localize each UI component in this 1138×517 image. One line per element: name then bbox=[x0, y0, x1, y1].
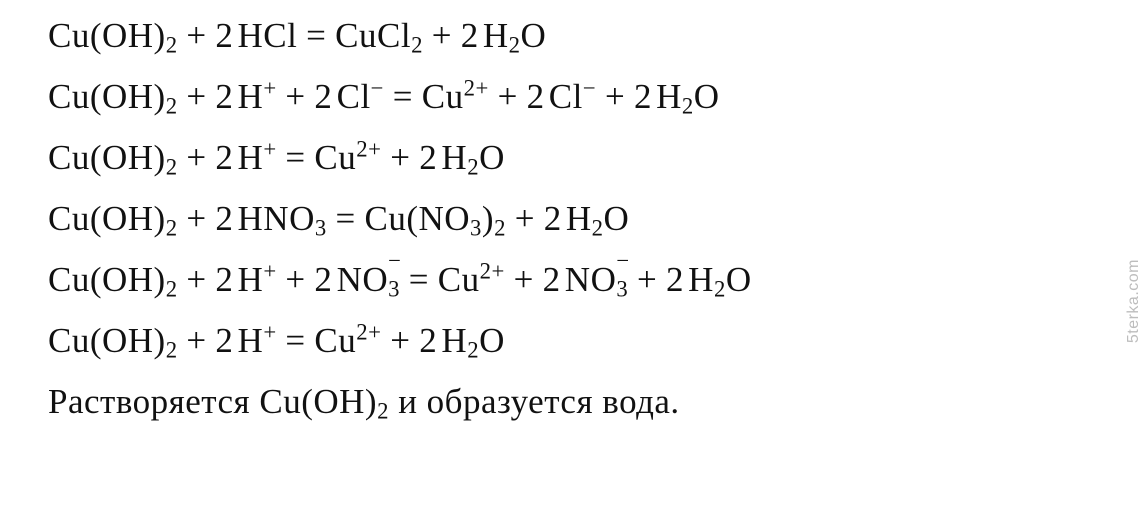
caption-line: Растворяется Cu(OH)2 и образуется вода. bbox=[48, 384, 1138, 419]
equation-line: Cu(OH)2+2H++2Cl−=Cu2++2Cl−+2H2O bbox=[48, 79, 1138, 114]
equation-line: Cu(OH)2+2HCl=CuCl2+2H2O bbox=[48, 18, 1138, 53]
equations-block: Cu(OH)2+2HCl=CuCl2+2H2O Cu(OH)2+2H++2Cl−=… bbox=[48, 18, 1138, 419]
equation-line: Cu(OH)2+2HNO3=Cu(NO3)2+2H2O bbox=[48, 201, 1138, 236]
equation-line: Cu(OH)2+2H++2NO3−=Cu2++2NO3−+2H2O bbox=[48, 262, 1138, 297]
equation-line: Cu(OH)2+2H+=Cu2++2H2O bbox=[48, 323, 1138, 358]
equation-line: Cu(OH)2+2H+=Cu2++2H2O bbox=[48, 140, 1138, 175]
watermark-text: 5terka.com bbox=[1125, 259, 1138, 343]
page: Cu(OH)2+2HCl=CuCl2+2H2O Cu(OH)2+2H++2Cl−=… bbox=[0, 0, 1138, 517]
